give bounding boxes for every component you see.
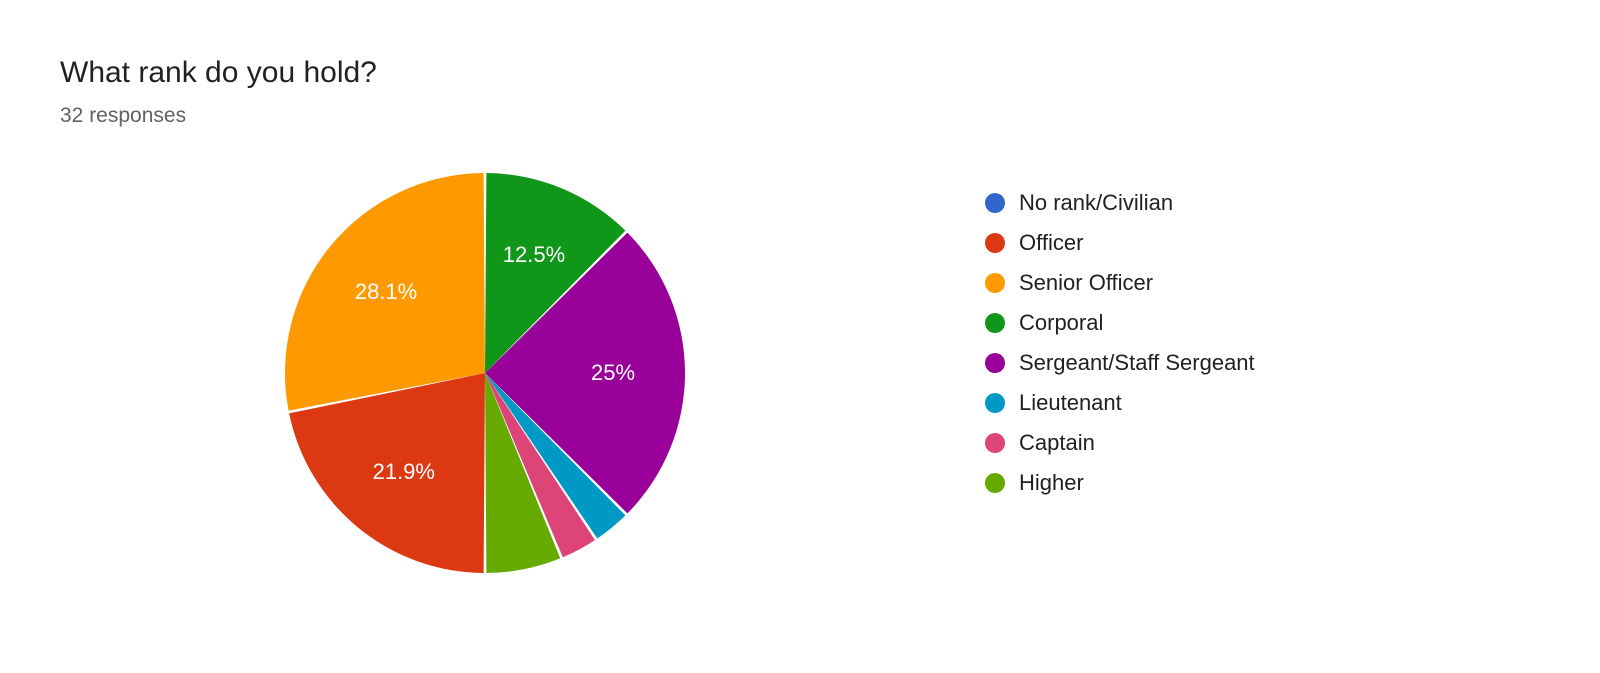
pie-chart: 25%21.9%28.1%12.5% [285, 173, 685, 573]
legend-label: Higher [1019, 470, 1084, 496]
legend-item: Higher [985, 470, 1255, 496]
pie-svg [285, 173, 685, 573]
chart-legend: No rank/Civilian Officer Senior Officer Cor… [985, 190, 1255, 510]
legend-swatch [985, 233, 1005, 253]
legend-item: No rank/Civilian [985, 190, 1255, 216]
legend-item: Captain [985, 430, 1255, 456]
legend-item: Corporal [985, 310, 1255, 336]
chart-subtitle: 32 responses [60, 104, 186, 128]
legend-swatch [985, 273, 1005, 293]
legend-label: Sergeant/Staff Sergeant [1019, 350, 1255, 376]
legend-item: Sergeant/Staff Sergeant [985, 350, 1255, 376]
legend-swatch [985, 393, 1005, 413]
pie-slice [285, 173, 485, 411]
legend-swatch [985, 193, 1005, 213]
legend-swatch [985, 473, 1005, 493]
legend-label: Senior Officer [1019, 270, 1153, 296]
chart-title: What rank do you hold? [60, 56, 377, 90]
legend-label: Lieutenant [1019, 390, 1122, 416]
legend-label: Captain [1019, 430, 1095, 456]
legend-item: Senior Officer [985, 270, 1255, 296]
legend-label: No rank/Civilian [1019, 190, 1173, 216]
legend-label: Officer [1019, 230, 1083, 256]
legend-swatch [985, 353, 1005, 373]
legend-item: Lieutenant [985, 390, 1255, 416]
chart-container: What rank do you hold? 32 responses 25%2… [0, 0, 1600, 673]
legend-label: Corporal [1019, 310, 1103, 336]
legend-item: Officer [985, 230, 1255, 256]
legend-swatch [985, 433, 1005, 453]
legend-swatch [985, 313, 1005, 333]
